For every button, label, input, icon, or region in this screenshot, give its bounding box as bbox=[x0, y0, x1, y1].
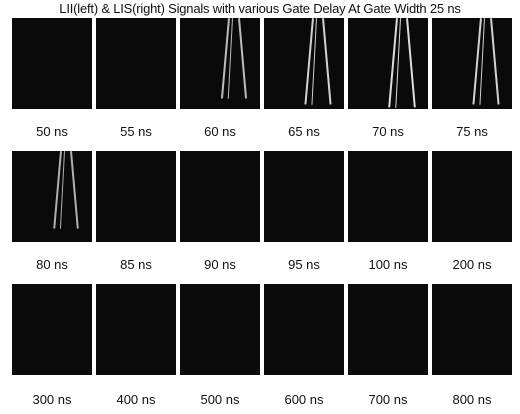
lis-streak bbox=[238, 18, 248, 99]
gate-delay-label: 600 ns bbox=[284, 392, 324, 407]
signal-frame bbox=[348, 18, 428, 109]
gate-delay-label: 500 ns bbox=[200, 392, 240, 407]
signal-frame bbox=[264, 284, 344, 375]
gate-delay-label: 95 ns bbox=[288, 257, 320, 272]
gate-delay-label: 700 ns bbox=[368, 392, 408, 407]
gate-delay-label: 100 ns bbox=[368, 257, 408, 272]
gate-delay-label: 200 ns bbox=[452, 257, 492, 272]
signal-frame bbox=[96, 284, 176, 375]
signal-frame bbox=[432, 284, 512, 375]
signal-frame bbox=[180, 18, 260, 109]
gate-delay-label: 400 ns bbox=[116, 392, 156, 407]
lis-streak bbox=[406, 18, 416, 108]
gate-delay-label: 75 ns bbox=[456, 124, 488, 139]
signal-frame bbox=[264, 18, 344, 109]
signal-frame bbox=[348, 151, 428, 242]
figure-title: LII(left) & LIS(right) Signals with vari… bbox=[59, 1, 461, 16]
signal-frame bbox=[180, 151, 260, 242]
signal-frame bbox=[180, 284, 260, 375]
signal-frame bbox=[96, 18, 176, 109]
gate-delay-label: 85 ns bbox=[120, 257, 152, 272]
signal-frame bbox=[96, 151, 176, 242]
signal-frame bbox=[432, 18, 512, 109]
signal-frame bbox=[432, 151, 512, 242]
gate-delay-label: 70 ns bbox=[372, 124, 404, 139]
signal-frame bbox=[264, 151, 344, 242]
gate-delay-label: 800 ns bbox=[452, 392, 492, 407]
signal-frame bbox=[12, 151, 92, 242]
gate-delay-label: 55 ns bbox=[120, 124, 152, 139]
lis-streak bbox=[490, 18, 500, 105]
gate-delay-label: 60 ns bbox=[204, 124, 236, 139]
gate-delay-label: 80 ns bbox=[36, 257, 68, 272]
gate-delay-label: 300 ns bbox=[32, 392, 72, 407]
gate-delay-label: 90 ns bbox=[204, 257, 236, 272]
gate-delay-label: 65 ns bbox=[288, 124, 320, 139]
signal-frame bbox=[12, 18, 92, 109]
signal-frame bbox=[12, 284, 92, 375]
gate-delay-label: 50 ns bbox=[36, 124, 68, 139]
signal-frame bbox=[348, 284, 428, 375]
lis-streak bbox=[322, 18, 332, 105]
lis-streak bbox=[70, 151, 79, 229]
